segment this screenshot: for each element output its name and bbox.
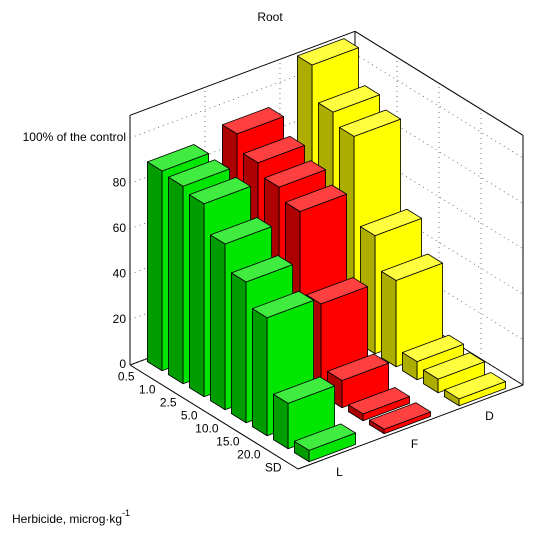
- bar: [293, 423, 357, 463]
- bar-top: [284, 184, 348, 212]
- bar-top: [293, 423, 357, 451]
- bar-side: [251, 308, 268, 437]
- category-label: 15.0: [216, 435, 240, 449]
- y-tick-label: 100% of the control: [23, 130, 126, 144]
- series-label: F: [411, 437, 418, 451]
- bar-top: [209, 217, 273, 245]
- x-axis-title: Herbicide, microg·kg-1: [12, 508, 130, 526]
- bar: [380, 253, 444, 368]
- bar-top: [368, 402, 432, 430]
- bar-top: [146, 144, 210, 172]
- bar-side: [209, 234, 226, 411]
- box-edge: [354, 30, 524, 136]
- bar-top: [305, 277, 369, 305]
- box-edge: [129, 364, 299, 470]
- y-tick-label: 20: [113, 312, 127, 326]
- bar-side: [167, 176, 184, 385]
- category-label: 1.0: [139, 383, 156, 397]
- bar: [443, 372, 507, 407]
- bar-top: [359, 208, 423, 237]
- bar: [326, 353, 390, 409]
- series-label: L: [336, 465, 343, 479]
- bar-side: [188, 194, 205, 398]
- chart-title: Root: [257, 10, 283, 24]
- bar-side: [380, 270, 397, 368]
- bar-top: [326, 353, 390, 381]
- bar-side: [230, 272, 247, 424]
- bar-top: [443, 372, 507, 400]
- bar-top: [263, 160, 327, 188]
- bar-top: [422, 352, 486, 380]
- category-label: 0.5: [118, 370, 135, 384]
- bar-side: [146, 161, 163, 372]
- bar-top: [242, 135, 306, 164]
- bar-top: [188, 176, 252, 205]
- box-edge: [297, 384, 524, 470]
- y-tick-label: 80: [113, 176, 127, 190]
- box-edge: [129, 30, 356, 116]
- category-label: 2.5: [160, 396, 177, 410]
- bar: [368, 402, 432, 435]
- bar-top: [317, 85, 381, 113]
- y-tick-label: 40: [113, 266, 127, 280]
- bar-top: [221, 107, 285, 135]
- bar-top: [167, 159, 231, 187]
- y-tick-label: 60: [113, 221, 127, 235]
- bar-top: [401, 334, 465, 362]
- bar-top: [347, 387, 411, 415]
- bar-top: [296, 38, 360, 66]
- bar-top: [380, 253, 444, 281]
- series-label: D: [485, 409, 494, 423]
- category-label: 20.0: [237, 448, 261, 462]
- bar-top: [251, 290, 315, 319]
- bar-top: [230, 255, 294, 283]
- y-tick-label: 0: [119, 357, 126, 371]
- x-axis-title-text: Herbicide, microg·kg: [12, 512, 122, 526]
- bar-top: [272, 376, 336, 404]
- x-axis-title-superscript: -1: [122, 508, 130, 518]
- category-label: 5.0: [181, 409, 198, 423]
- category-label: 10.0: [195, 422, 219, 436]
- category-label: SD: [265, 461, 282, 475]
- bar: [347, 387, 411, 422]
- bar-top: [338, 109, 402, 137]
